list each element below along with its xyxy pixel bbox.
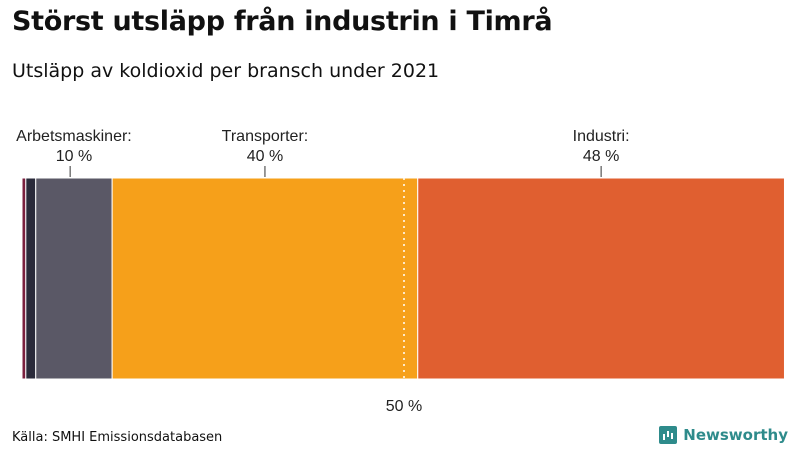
segment-label-arbetsmaskiner: Arbetsmaskiner: [16,128,132,145]
segment-label-transporter: Transporter: [222,128,309,145]
bar-segment-small-segment-1 [21,177,27,380]
reference-line-label: 50 % [386,398,422,415]
bar-segment-small-segment-2 [25,177,37,380]
bar-segment-arbetsmaskiner [35,177,113,380]
segment-value-label-industri: 48 % [583,148,619,165]
segment-value-label-transporter: 40 % [247,148,283,165]
bar-segment-industri [417,177,785,380]
segment-value-label-arbetsmaskiner: 10 % [56,148,92,165]
newsworthy-logo-text: Newsworthy [683,426,788,444]
source-note: Källa: SMHI Emissionsdatabasen [12,430,223,445]
chart-title: Störst utsläpp från industrin i Timrå [12,6,553,37]
bar-segment-transporter [111,177,419,380]
newsworthy-logo-icon [659,426,678,444]
chart-subtitle: Utsläpp av koldioxid per bransch under 2… [12,60,440,82]
newsworthy-logo: Newsworthy [659,426,788,444]
segment-label-industri: Industri: [573,128,630,145]
